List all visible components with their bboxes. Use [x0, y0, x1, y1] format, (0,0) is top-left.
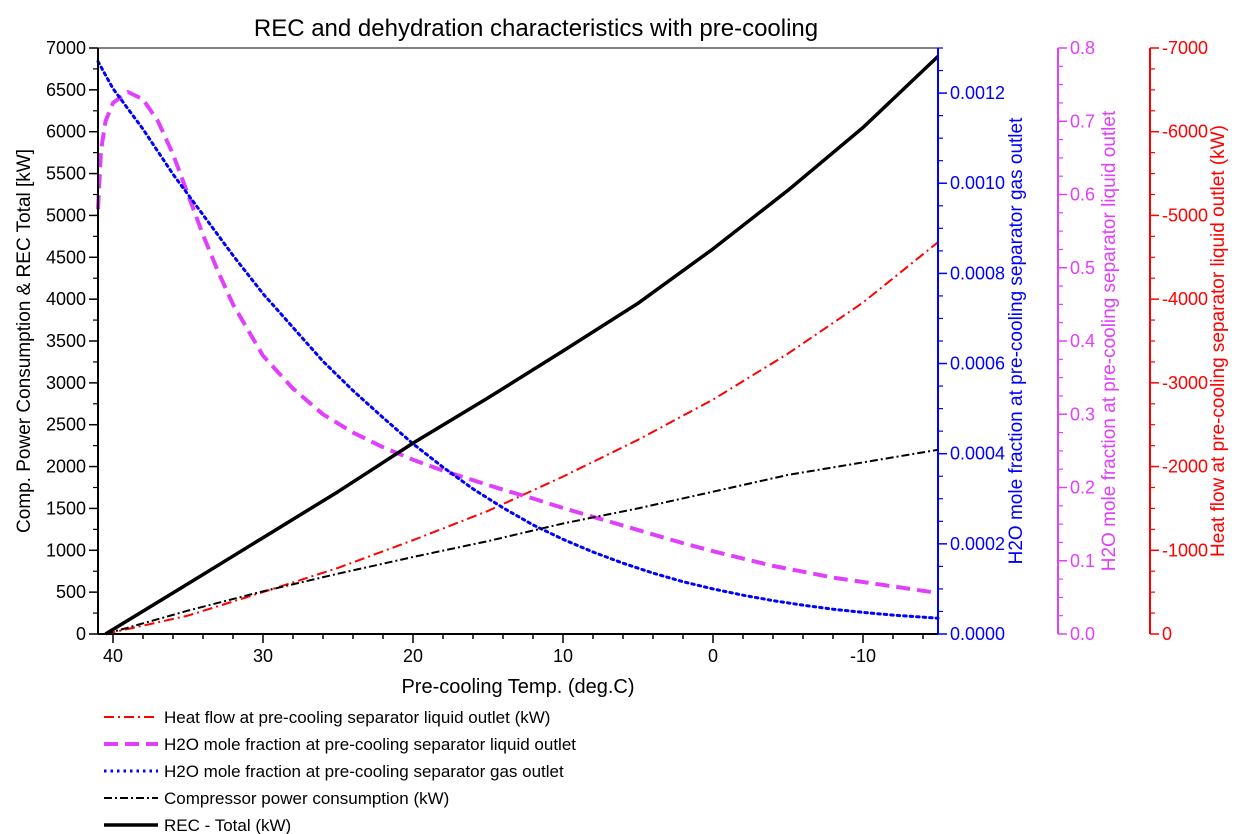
y-tick-label-left: 4000 — [46, 289, 86, 309]
y-axis-liq: 0.0 0.1 0.2 0.3 0.4 0.5 0.6 0.7 0.8 H2O mole frac… — [1057, 38, 1120, 644]
series-line-2 — [96, 60, 940, 620]
y-tick-label-left: 4500 — [46, 247, 86, 267]
y-tick-label-gas: 0.0002 — [950, 534, 1005, 554]
y-axis-label-left: Comp. Power Consumption & REC Total [kW] — [14, 149, 35, 533]
y-tick-label-liq: 0.0 — [1070, 624, 1095, 644]
y-tick-label-liq: 0.7 — [1070, 111, 1095, 131]
y-tick-label-left: 6500 — [46, 80, 86, 100]
x-tick-label: 10 — [553, 646, 573, 666]
axes-layer: 40 30 20 10 0 -10 0 500 1000 1500 2000 2500 3000 3500… — [14, 38, 1229, 666]
y-tick-label-left: 1500 — [46, 498, 86, 518]
legend-item: H2O mole fraction at pre-cooling separat… — [104, 762, 564, 781]
plot-area — [98, 47, 938, 635]
series-line-4 — [104, 55, 940, 636]
y-tick-label-left: 3000 — [46, 373, 86, 393]
y-tick-label-liq: 0.6 — [1070, 185, 1095, 205]
legend: Heat flow at pre-cooling separator liqui… — [104, 708, 576, 834]
legend-label: Heat flow at pre-cooling separator liqui… — [164, 708, 550, 727]
y-tick-label-heat: -5000 — [1162, 205, 1208, 225]
legend-label: H2O mole fraction at pre-cooling separat… — [164, 762, 564, 781]
y-tick-label-heat: -4000 — [1162, 289, 1208, 309]
series-line-1 — [96, 90, 939, 595]
legend-item: Compressor power consumption (kW) — [104, 789, 449, 808]
y-tick-label-gas: 0.0012 — [950, 83, 1005, 103]
y-tick-label-liq: 0.2 — [1070, 478, 1095, 498]
series-line-3 — [105, 448, 939, 635]
y-axis-left: 0 500 1000 1500 2000 2500 3000 3500 4000 4500 5000… — [14, 38, 99, 644]
legend-label: REC - Total (kW) — [164, 816, 291, 834]
y-tick-label-heat: -3000 — [1162, 373, 1208, 393]
y-tick-label-gas: 0.0000 — [950, 624, 1005, 644]
series-line-0 — [105, 241, 939, 635]
y-tick-label-heat: 0 — [1162, 624, 1172, 644]
y-tick-label-liq: 0.4 — [1070, 331, 1095, 351]
legend-item: H2O mole fraction at pre-cooling separat… — [104, 735, 576, 754]
y-tick-label-left: 2000 — [46, 457, 86, 477]
y-axis-label-gas: H2O mole fraction at pre-cooling separat… — [1006, 117, 1027, 564]
legend-label: Compressor power consumption (kW) — [164, 789, 449, 808]
y-tick-label-liq: 0.3 — [1070, 404, 1095, 424]
y-tick-label-heat: -2000 — [1162, 457, 1208, 477]
y-axis-gas: 0.0000 0.0002 0.0004 0.0006 0.0008 0.0010 0.00… — [937, 47, 1027, 644]
y-tick-label-left: 6000 — [46, 122, 86, 142]
y-tick-label-liq: 0.8 — [1070, 38, 1095, 58]
y-tick-label-left: 5500 — [46, 164, 86, 184]
y-tick-label-heat: -6000 — [1162, 122, 1208, 142]
x-tick-label: -10 — [850, 646, 876, 666]
y-tick-label-left: 500 — [56, 582, 86, 602]
y-tick-label-gas: 0.0008 — [950, 263, 1005, 283]
y-tick-label-left: 1000 — [46, 540, 86, 560]
y-tick-label-gas: 0.0004 — [950, 444, 1005, 464]
y-axis-label-liq: H2O mole fraction at pre-cooling separat… — [1099, 110, 1120, 571]
y-tick-label-gas: 0.0006 — [950, 354, 1005, 374]
legend-item: Heat flow at pre-cooling separator liqui… — [104, 708, 550, 727]
legend-item: REC - Total (kW) — [104, 816, 291, 834]
y-tick-label-liq: 0.1 — [1070, 551, 1095, 571]
x-tick-label: 30 — [253, 646, 273, 666]
y-tick-label-left: 0 — [76, 624, 86, 644]
y-tick-label-liq: 0.5 — [1070, 258, 1095, 278]
x-axis-label: Pre-cooling Temp. (deg.C) — [401, 676, 634, 698]
legend-label: H2O mole fraction at pre-cooling separat… — [164, 735, 576, 754]
y-axis-label-heat: Heat flow at pre-cooling separator liqui… — [1208, 125, 1229, 557]
y-tick-label-left: 2500 — [46, 415, 86, 435]
y-tick-label-left: 3500 — [46, 331, 86, 351]
chart-title: REC and dehydration characteristics with… — [254, 15, 818, 42]
y-tick-label-left: 5000 — [46, 205, 86, 225]
y-axis-heat: 0 -1000 -2000 -3000 -4000 -5000 -6000 -7000 Heat… — [1149, 38, 1229, 644]
x-tick-label: 0 — [708, 646, 718, 666]
y-tick-label-left: 7000 — [46, 38, 86, 58]
x-tick-label: 20 — [403, 646, 423, 666]
y-tick-label-gas: 0.0010 — [950, 173, 1005, 193]
y-tick-label-heat: -7000 — [1162, 38, 1208, 58]
series-layer — [96, 55, 940, 636]
y-tick-label-heat: -1000 — [1162, 540, 1208, 560]
x-tick-label: 40 — [103, 646, 123, 666]
